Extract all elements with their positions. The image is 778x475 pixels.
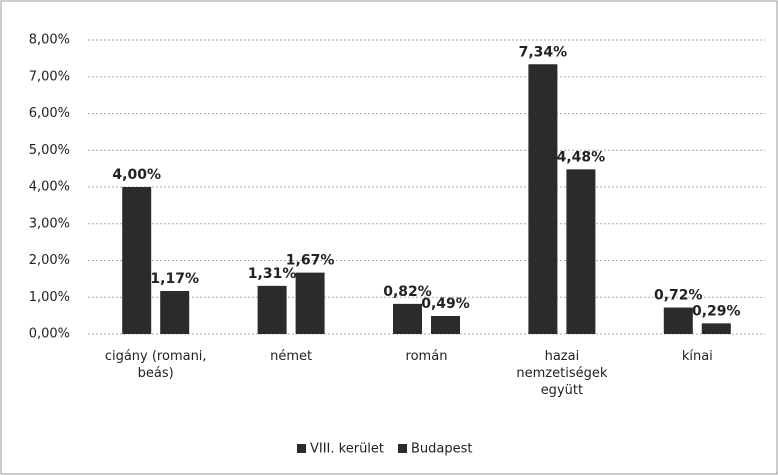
x-tick-label: román [405, 349, 448, 364]
bar [257, 285, 287, 334]
value-label: 0,72% [654, 288, 703, 304]
value-label: 0,29% [692, 303, 741, 319]
value-label: 0,49% [421, 296, 470, 312]
y-tick-label: 3,00% [29, 216, 70, 231]
value-label: 1,31% [248, 266, 297, 282]
x-tick-label: német [270, 349, 313, 364]
bar [295, 272, 325, 334]
y-tick-label: 5,00% [29, 143, 70, 158]
y-tick-label: 7,00% [29, 69, 70, 84]
value-label: 7,34% [519, 44, 568, 60]
value-label: 0,82% [383, 284, 432, 300]
y-tick-label: 2,00% [29, 253, 70, 268]
bar [701, 323, 731, 334]
value-label: 4,48% [557, 149, 606, 165]
value-label: 1,67% [286, 253, 335, 269]
legend-label: VIII. kerület [310, 442, 384, 457]
legend-label: Budapest [411, 442, 473, 457]
x-tick-label: hazai nemzetiségek együtt [516, 349, 608, 398]
x-tick-label: kínai [681, 349, 713, 364]
bar [122, 187, 152, 334]
bar [431, 315, 460, 334]
value-label: 1,17% [150, 271, 199, 287]
x-tick-label: cigány (romani, beás) [104, 349, 207, 381]
bar [528, 64, 558, 334]
legend-swatch [398, 444, 408, 453]
value-label: 4,00% [112, 167, 161, 183]
y-tick-label: 8,00% [29, 33, 70, 48]
y-tick-label: 1,00% [29, 290, 70, 305]
y-tick-label: 6,00% [29, 106, 70, 121]
bar [393, 303, 422, 334]
bar [160, 291, 190, 334]
legend-swatch [297, 444, 306, 453]
bar [566, 169, 596, 334]
y-tick-label: 0,00% [29, 327, 70, 342]
bar [663, 307, 693, 334]
y-tick-label: 4,00% [29, 180, 70, 195]
